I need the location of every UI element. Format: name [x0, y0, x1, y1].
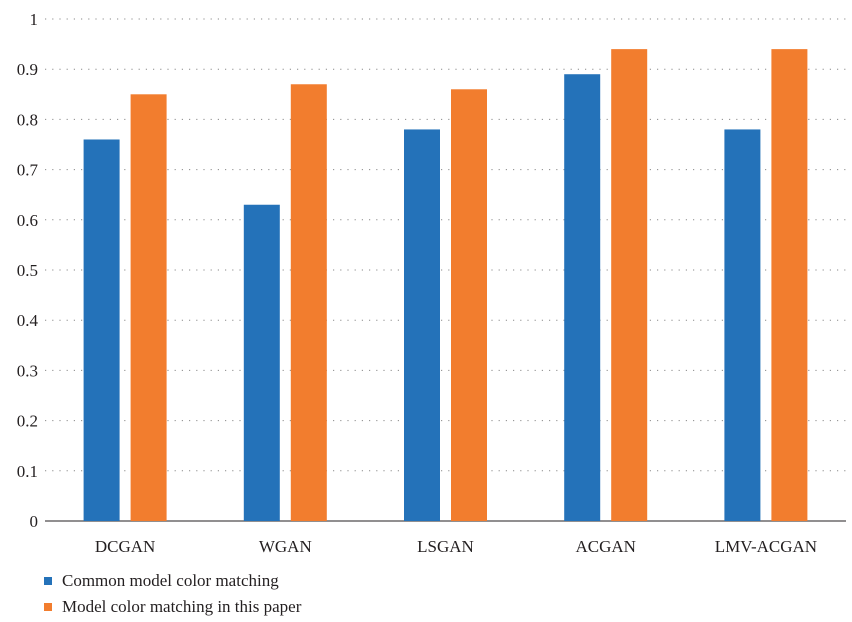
y-tick-label: 0.3 — [17, 361, 38, 380]
bar-paper-dcgan — [130, 94, 167, 522]
x-tick-label: ACGAN — [575, 537, 635, 556]
bar-common-wgan — [243, 204, 280, 522]
y-tick-label: 1 — [30, 10, 39, 29]
y-tick-label: 0.9 — [17, 60, 38, 79]
x-tick-label: LMV-ACGAN — [715, 537, 817, 556]
legend-item-series-1: Common model color matching — [44, 568, 301, 594]
x-tick-label: LSGAN — [417, 537, 474, 556]
y-tick-label: 0.8 — [17, 110, 38, 129]
legend-item-series-2: Model color matching in this paper — [44, 594, 301, 620]
bar-paper-acgan — [611, 49, 648, 522]
legend: Common model color matching Model color … — [44, 568, 301, 620]
y-tick-label: 0.6 — [17, 211, 38, 230]
x-tick-label: WGAN — [259, 537, 312, 556]
x-tick-label: DCGAN — [95, 537, 155, 556]
y-tick-label: 0.2 — [17, 412, 38, 431]
y-tick-label: 0.1 — [17, 462, 38, 481]
bar-common-dcgan — [83, 139, 120, 522]
y-tick-label: 0.5 — [17, 261, 38, 280]
legend-label-series-2: Model color matching in this paper — [62, 597, 302, 616]
bar-paper-lsgan — [451, 89, 487, 521]
legend-swatch-series-2 — [44, 603, 52, 611]
bar-common-lmv-acgan — [724, 129, 761, 521]
x-axis-ticks: DCGAN WGAN LSGAN ACGAN LMV-ACGAN — [95, 537, 817, 556]
bars — [83, 49, 808, 522]
bar-paper-wgan — [290, 84, 327, 521]
y-tick-label: 0.4 — [17, 311, 39, 330]
bar-chart: 0 0.1 0.2 0.3 0.4 0.5 0.6 0.7 0.8 0.9 1 DCGAN WGAN L… — [17, 10, 846, 556]
bar-paper-lmv-acgan — [771, 49, 808, 522]
bar-common-lsgan — [404, 129, 440, 521]
y-tick-label: 0.7 — [17, 161, 39, 180]
bar-common-acgan — [564, 74, 601, 521]
legend-swatch-series-1 — [44, 577, 52, 585]
y-axis-ticks: 0 0.1 0.2 0.3 0.4 0.5 0.6 0.7 0.8 0.9 1 — [17, 10, 39, 531]
y-tick-label: 0 — [30, 512, 39, 531]
legend-label-series-1: Common model color matching — [62, 571, 279, 590]
